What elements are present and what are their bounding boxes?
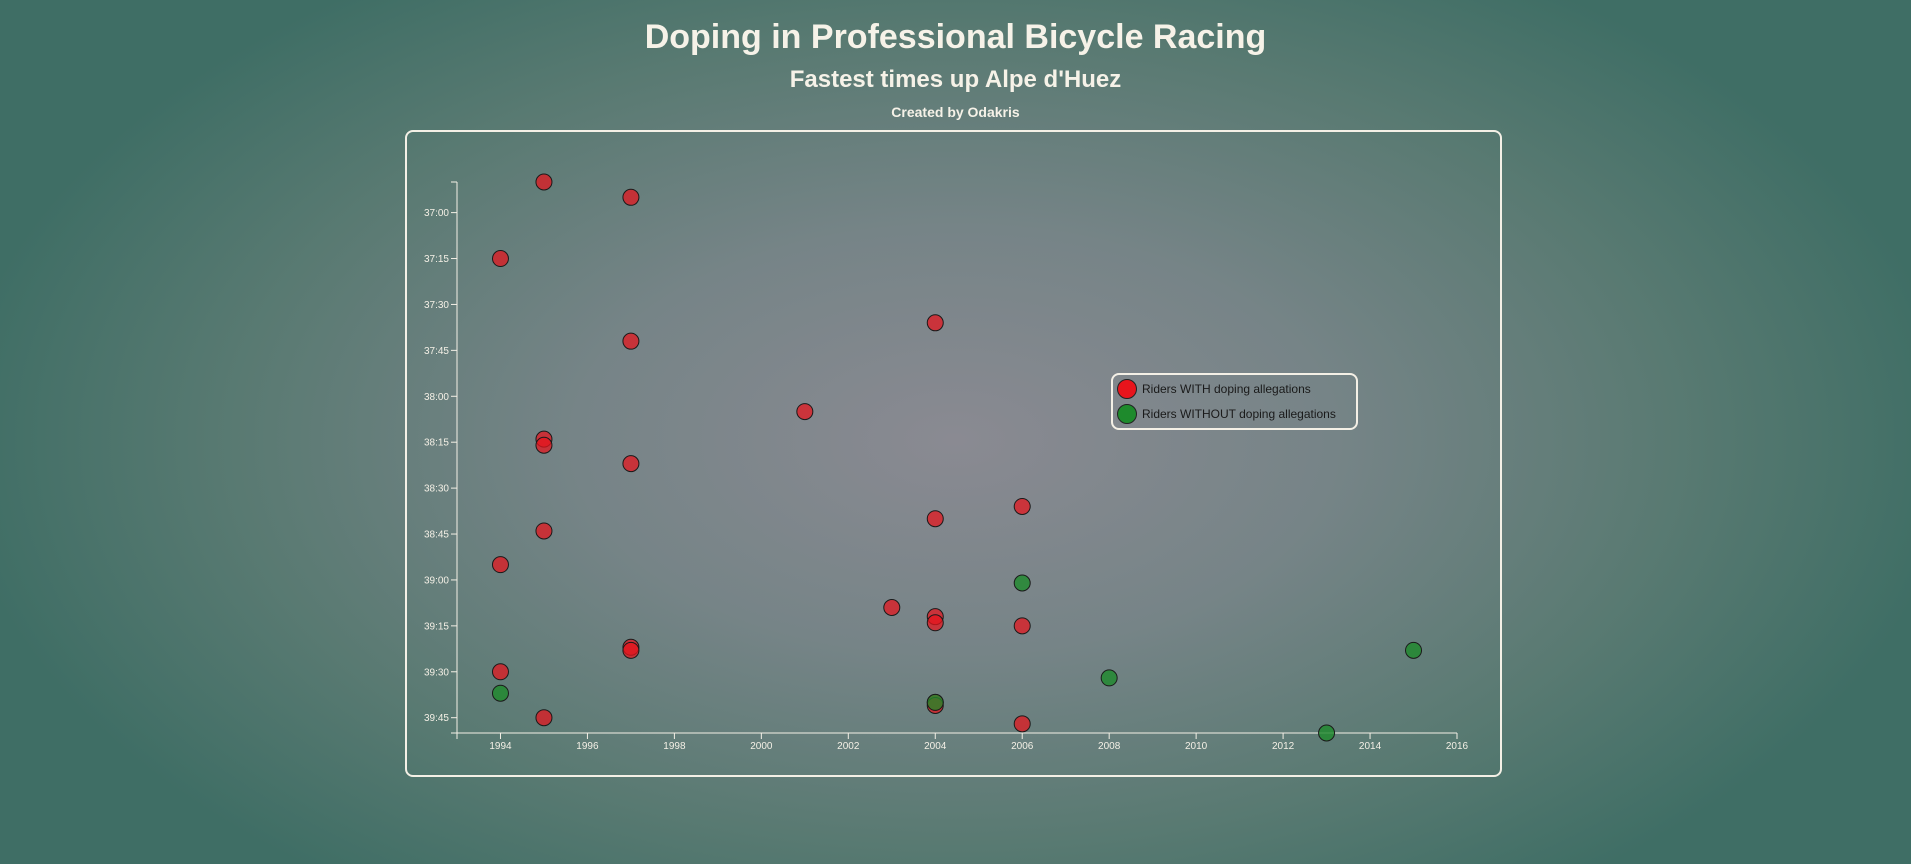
x-axis: 1994 1996 1998 2000 2002 2004 2006 2008 2010 2012… <box>456 732 1469 752</box>
legend-label-no-doping: Riders WITHOUT doping allegations <box>1142 407 1336 421</box>
dot-no-doping[interactable] <box>1013 574 1031 592</box>
dot-doping[interactable] <box>622 332 640 350</box>
y-tick-label: 39:30 <box>424 667 449 678</box>
dot-doping[interactable] <box>926 314 944 332</box>
dot-no-doping[interactable] <box>926 693 944 711</box>
dot-no-doping[interactable] <box>1318 724 1336 742</box>
x-tick-label: 2008 <box>1098 741 1121 752</box>
y-tick-label: 38:15 <box>424 438 449 449</box>
x-tick-label: 1996 <box>576 741 599 752</box>
chart-frame <box>405 130 1502 777</box>
dot-doping[interactable] <box>535 709 553 727</box>
dot-doping[interactable] <box>926 614 944 632</box>
dot-doping[interactable] <box>1013 497 1031 515</box>
x-tick-label: 2010 <box>1185 741 1208 752</box>
y-tick-label: 37:30 <box>424 300 449 311</box>
y-tick-label: 39:00 <box>424 575 449 586</box>
chart-title: Doping in Professional Bicycle Racing <box>644 18 1267 56</box>
y-tick-label: 38:30 <box>424 484 449 495</box>
legend-dot-no-doping <box>1117 404 1137 424</box>
dot-doping[interactable] <box>535 436 553 454</box>
dot-doping[interactable] <box>1013 617 1031 635</box>
legend-dot-doping <box>1117 379 1137 399</box>
dot-doping[interactable] <box>883 598 901 616</box>
dot-doping[interactable] <box>622 641 640 659</box>
legend-item-no-doping: Riders WITHOUT doping allegations <box>1117 403 1336 425</box>
dot-doping[interactable] <box>535 173 553 191</box>
x-tick-label: 2000 <box>750 741 773 752</box>
dot-doping[interactable] <box>622 455 640 473</box>
y-tick-label: 37:45 <box>424 346 449 357</box>
y-tick-label: 39:15 <box>424 621 449 632</box>
x-tick-label: 1994 <box>489 741 512 752</box>
x-tick-label: 2002 <box>837 741 860 752</box>
dot-no-doping[interactable] <box>1100 669 1118 687</box>
x-tick-label: 1998 <box>663 741 686 752</box>
x-tick-label: 2004 <box>924 741 947 752</box>
chart-credit: Created by Odakris <box>891 104 1020 120</box>
y-tick-label: 38:00 <box>424 392 449 403</box>
dot-doping[interactable] <box>1013 715 1031 733</box>
dot-doping[interactable] <box>491 556 509 574</box>
dot-doping[interactable] <box>796 403 814 421</box>
legend: Riders WITH doping allegations Riders WI… <box>1111 373 1358 430</box>
dot-doping[interactable] <box>926 510 944 528</box>
dot-no-doping[interactable] <box>491 684 509 702</box>
y-tick-label: 37:15 <box>424 254 449 265</box>
dot-doping[interactable] <box>491 250 509 268</box>
x-tick-label: 2006 <box>1011 741 1034 752</box>
x-tick-label: 2012 <box>1272 741 1295 752</box>
y-tick-label: 37:00 <box>424 208 449 219</box>
dot-no-doping[interactable] <box>1405 641 1423 659</box>
y-tick-label: 38:45 <box>424 530 449 541</box>
x-tick-label: 2016 <box>1446 741 1469 752</box>
data-points <box>491 173 1423 742</box>
dot-doping[interactable] <box>491 663 509 681</box>
dot-doping[interactable] <box>622 188 640 206</box>
x-tick-label: 2014 <box>1359 741 1382 752</box>
legend-label-doping: Riders WITH doping allegations <box>1142 382 1311 396</box>
dot-doping[interactable] <box>535 522 553 540</box>
legend-item-doping: Riders WITH doping allegations <box>1117 378 1311 400</box>
chart-subtitle: Fastest times up Alpe d'Huez <box>789 66 1122 93</box>
y-axis: 37:00 37:15 37:30 37:45 38:00 38:15 38:30 38:45… <box>424 181 458 734</box>
y-tick-label: 39:45 <box>424 713 449 724</box>
